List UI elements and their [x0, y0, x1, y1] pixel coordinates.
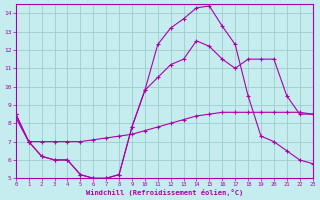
X-axis label: Windchill (Refroidissement éolien,°C): Windchill (Refroidissement éolien,°C) — [85, 189, 243, 196]
